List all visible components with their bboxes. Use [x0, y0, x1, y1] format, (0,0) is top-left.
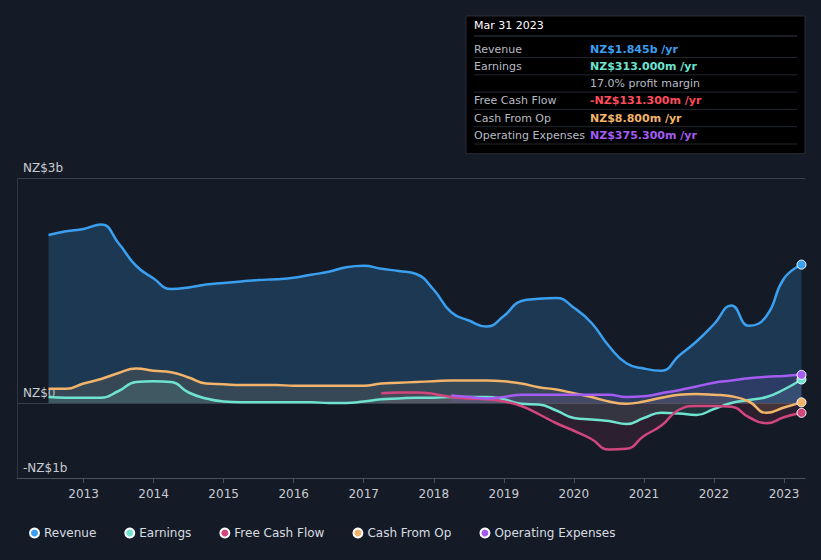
svg-text:Cash From Op: Cash From Op [474, 112, 551, 125]
svg-text:Operating Expenses: Operating Expenses [474, 129, 585, 142]
svg-text:NZ$375.300m /yr: NZ$375.300m /yr [590, 129, 697, 142]
svg-text:2021: 2021 [629, 487, 660, 501]
svg-text:2013: 2013 [68, 487, 99, 501]
svg-text:2020: 2020 [559, 487, 590, 501]
svg-text:NZ$1.845b /yr: NZ$1.845b /yr [590, 43, 679, 56]
svg-text:2018: 2018 [418, 487, 449, 501]
svg-text:Operating Expenses: Operating Expenses [494, 526, 615, 540]
svg-text:-NZ$1b: -NZ$1b [23, 461, 67, 475]
svg-text:Revenue: Revenue [44, 526, 96, 540]
svg-text:-NZ$131.300m /yr: -NZ$131.300m /yr [590, 94, 702, 107]
svg-text:2017: 2017 [348, 487, 379, 501]
svg-text:Revenue: Revenue [474, 43, 522, 56]
svg-text:Earnings: Earnings [474, 60, 522, 73]
svg-text:Free Cash Flow: Free Cash Flow [474, 94, 557, 107]
svg-text:2022: 2022 [699, 487, 730, 501]
svg-text:NZ$3b: NZ$3b [23, 161, 63, 175]
svg-text:2019: 2019 [489, 487, 520, 501]
svg-text:2016: 2016 [278, 487, 309, 501]
svg-text:NZ$8.800m /yr: NZ$8.800m /yr [590, 112, 682, 125]
svg-text:NZ$313.000m /yr: NZ$313.000m /yr [590, 60, 697, 73]
svg-text:17.0% profit margin: 17.0% profit margin [590, 77, 700, 90]
svg-text:Mar 31 2023: Mar 31 2023 [474, 19, 544, 32]
svg-text:2015: 2015 [208, 487, 239, 501]
svg-text:2023: 2023 [769, 487, 800, 501]
svg-text:Cash From Op: Cash From Op [367, 526, 451, 540]
svg-text:Free Cash Flow: Free Cash Flow [234, 526, 324, 540]
svg-text:Earnings: Earnings [139, 526, 191, 540]
svg-text:2014: 2014 [138, 487, 169, 501]
svg-text:NZ$0: NZ$0 [23, 386, 56, 400]
